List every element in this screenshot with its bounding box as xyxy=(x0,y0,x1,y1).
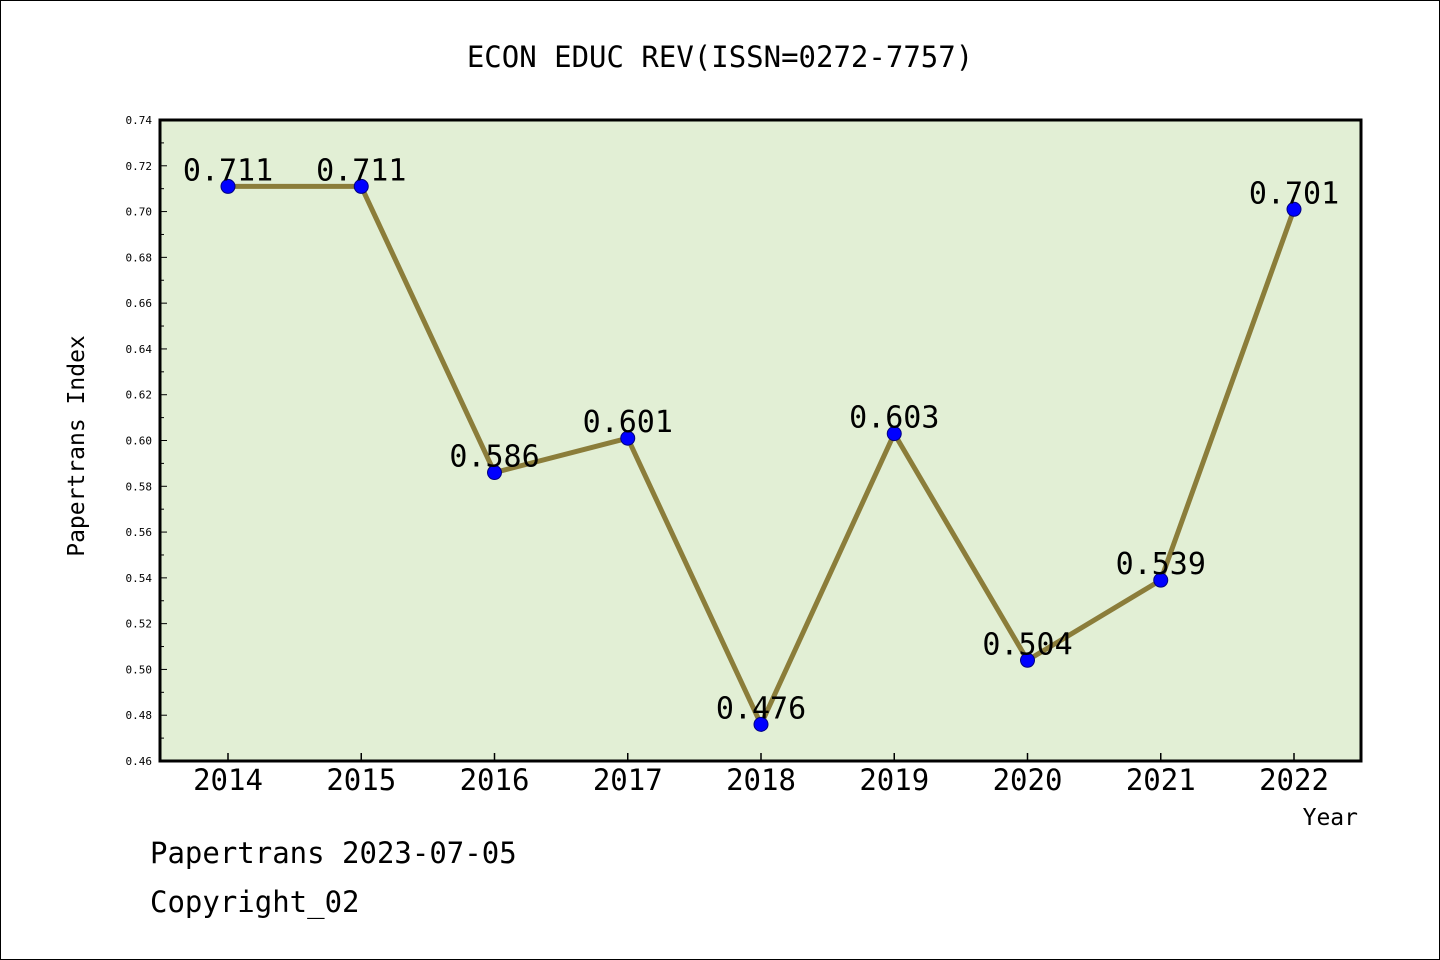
y-tick-label: 0.70 xyxy=(126,206,153,219)
data-label: 0.711 xyxy=(316,153,406,188)
y-tick-label: 0.66 xyxy=(126,297,153,310)
y-tick-label: 0.58 xyxy=(126,480,153,493)
data-point xyxy=(1020,652,1035,668)
y-tick-label: 0.52 xyxy=(126,618,153,631)
y-tick-label: 0.62 xyxy=(126,389,153,402)
plot-area xyxy=(158,118,1363,763)
y-tick-label: 0.48 xyxy=(126,709,153,722)
y-tick-label: 0.68 xyxy=(126,251,153,264)
y-tick-label: 0.64 xyxy=(126,343,153,356)
x-tick-label: 2014 xyxy=(193,763,263,797)
y-tick-label: 0.54 xyxy=(126,572,153,585)
x-tick-label: 2021 xyxy=(1126,763,1196,797)
x-tick-label: 2019 xyxy=(859,763,929,797)
x-tick-label: 2018 xyxy=(726,763,796,797)
y-tick-label: 0.50 xyxy=(126,663,153,676)
footer-copyright-text: Copyright_02 xyxy=(150,885,360,919)
x-axis-label: Year xyxy=(1303,805,1358,831)
y-tick-label: 0.60 xyxy=(126,435,153,448)
data-label: 0.476 xyxy=(716,691,806,726)
data-labels: 0.711 0.711 0.586 0.601 0.476 0.603 0.504 0.539… xyxy=(183,153,1339,726)
data-point xyxy=(620,430,636,446)
footer-date-text: Papertrans 2023-07-05 xyxy=(150,836,517,870)
x-axis-ticks: 2014 2015 2016 2017 2018 2019 2020 2021 2022 xyxy=(193,753,1329,797)
x-tick-label: 2015 xyxy=(326,763,396,797)
x-tick-label: 2017 xyxy=(593,763,663,797)
data-label: 0.711 xyxy=(183,153,273,188)
data-label: 0.586 xyxy=(449,440,539,475)
data-label: 0.504 xyxy=(982,627,1072,662)
y-tick-label: 0.56 xyxy=(126,526,153,539)
data-label: 0.603 xyxy=(849,401,939,436)
data-point xyxy=(353,178,369,194)
data-point xyxy=(1286,201,1302,217)
data-label: 0.601 xyxy=(583,405,673,440)
y-tick-label: 0.46 xyxy=(126,755,153,768)
data-point xyxy=(886,426,902,442)
y-axis-label: Papertrans Index xyxy=(64,335,90,557)
data-point xyxy=(753,716,769,732)
data-point xyxy=(1153,572,1169,588)
x-tick-label: 2016 xyxy=(460,763,530,797)
y-tick-label: 0.74 xyxy=(126,114,153,127)
x-tick-label: 2022 xyxy=(1259,763,1329,797)
data-markers xyxy=(220,178,1302,732)
data-point xyxy=(220,178,236,194)
data-label: 0.539 xyxy=(1116,547,1206,582)
chart-title: ECON EDUC REV(ISSN=0272-7757) xyxy=(467,40,973,74)
data-point xyxy=(487,465,502,481)
y-tick-label: 0.72 xyxy=(126,160,153,173)
x-tick-label: 2020 xyxy=(993,763,1063,797)
y-axis-ticks: 0.46 0.48 0.50 0.52 0.54 0.56 0.58 0.60 0.62 0.64… xyxy=(126,114,167,768)
data-label: 0.701 xyxy=(1249,176,1339,211)
